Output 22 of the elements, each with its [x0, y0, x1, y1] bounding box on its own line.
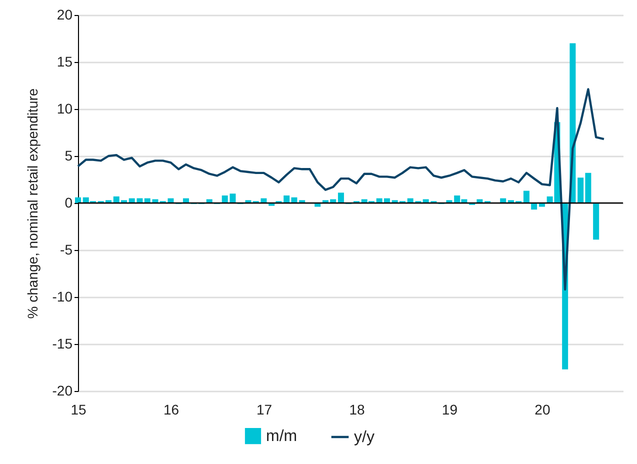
y-tick-label: -10 — [52, 288, 73, 304]
x-tick-label: 17 — [256, 402, 272, 418]
x-tick-label: 19 — [442, 402, 458, 418]
y-tick-label: 20 — [56, 6, 73, 22]
y-tick-label: -5 — [60, 242, 73, 258]
bar — [523, 190, 530, 203]
y-tick-label: 0 — [64, 194, 73, 210]
bar — [338, 192, 344, 203]
x-tick-label: 20 — [534, 402, 550, 418]
bar — [593, 203, 600, 240]
bar — [531, 203, 538, 210]
legend-label: y/y — [354, 429, 374, 446]
y-tick-label: 10 — [56, 100, 73, 116]
y-tick-label: -15 — [52, 336, 73, 352]
line-series — [76, 88, 606, 291]
y-tick-label: 15 — [56, 54, 73, 70]
y-tick-label: -20 — [52, 382, 73, 398]
y-axis-title: % change, nominal retail expenditure — [24, 88, 40, 319]
y-tick-label: 5 — [64, 148, 73, 164]
legend-label: m/m — [266, 428, 298, 445]
x-tick-label: 16 — [163, 402, 180, 418]
x-tick-label: 18 — [349, 402, 365, 418]
